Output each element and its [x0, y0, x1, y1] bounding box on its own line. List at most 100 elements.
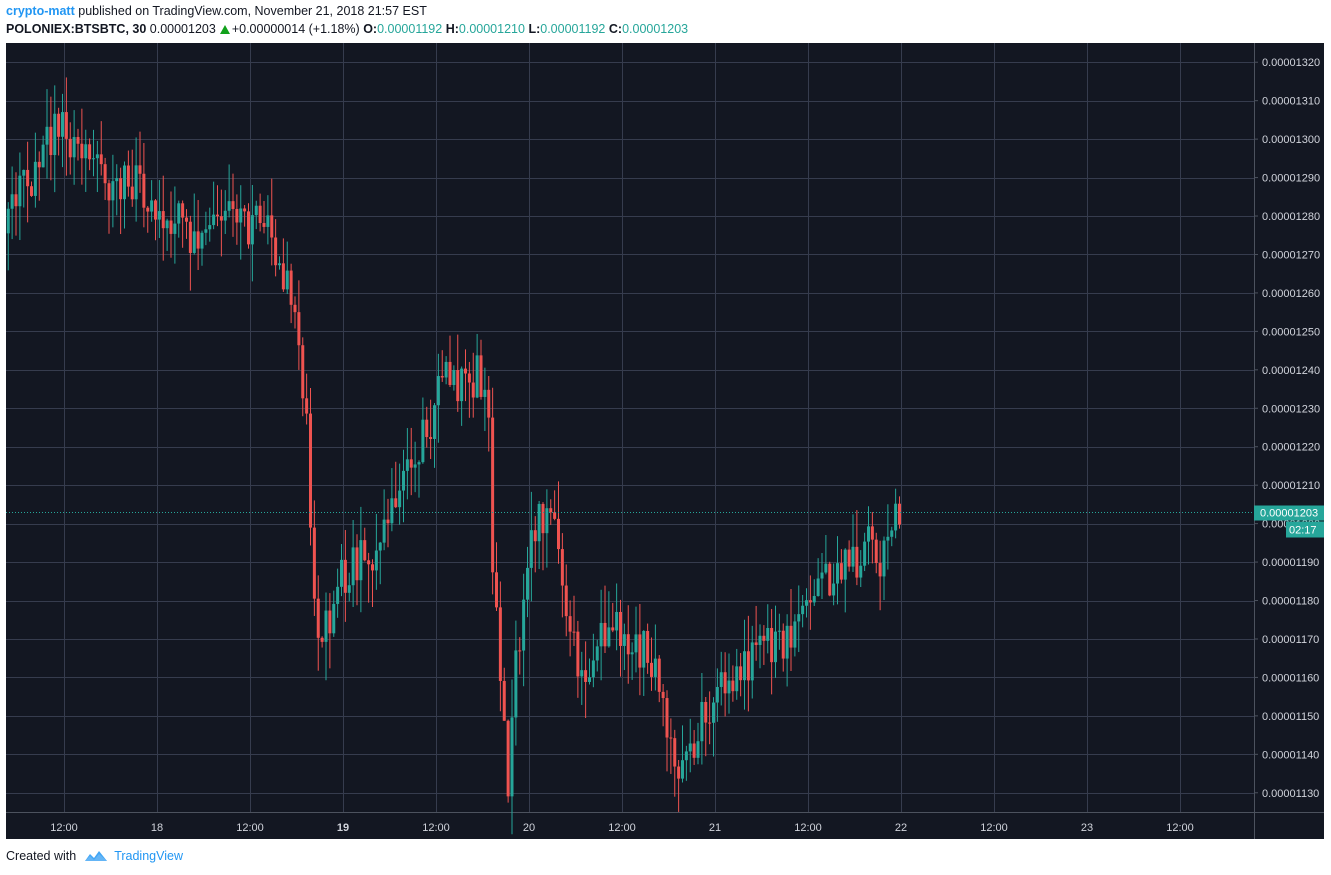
candle-body [409, 459, 413, 468]
candle [262, 200, 266, 234]
candle-body [26, 169, 30, 187]
price-tick-label: 0.00001240 [1262, 365, 1320, 377]
candle [332, 590, 336, 637]
price-tick-label: 0.00001180 [1262, 596, 1319, 608]
candle-body [64, 112, 68, 139]
close-label: C: [608, 22, 623, 36]
candle [894, 488, 898, 539]
candle [347, 572, 351, 602]
candle [421, 397, 425, 464]
candle-body [657, 658, 661, 692]
candle-body [549, 508, 553, 513]
candle-body [487, 389, 491, 418]
candle [522, 573, 526, 687]
price-change: +0.00000014 (+1.18%) [231, 22, 360, 36]
candle [84, 129, 88, 192]
candle [677, 759, 681, 812]
candle-body [312, 527, 316, 599]
candle [502, 667, 506, 721]
candle [615, 583, 619, 651]
candle [712, 697, 715, 757]
candle-body [332, 603, 336, 634]
candle [723, 652, 727, 717]
candle-body [340, 559, 343, 587]
candle-body [293, 304, 297, 313]
candle-body [464, 368, 467, 374]
candle [820, 553, 824, 599]
candle-body [506, 720, 510, 797]
candle-body [456, 370, 460, 402]
candle-body [615, 611, 619, 631]
candle [436, 353, 440, 443]
candle [343, 530, 347, 622]
candle-body [425, 419, 429, 438]
candle-body [560, 549, 564, 586]
candle-body [479, 355, 483, 397]
last-price: 0.00001203 [149, 22, 216, 36]
price-axis[interactable]: 0.00001320 0.00001310 0.00001300 0.00001290… [1254, 57, 1320, 800]
candle-body [161, 211, 165, 229]
candle [448, 335, 452, 387]
candle [731, 665, 735, 702]
candle-body [216, 214, 219, 217]
candle [870, 512, 874, 564]
time-axis[interactable]: 12:00 18 12:00 19 12:00 20 12:00 21 12:00 22 12:00… [50, 822, 1194, 834]
candle-body [413, 464, 417, 468]
candle-body [254, 205, 258, 216]
candle-body [371, 564, 374, 571]
candle-body [440, 376, 444, 378]
price-tick-label: 0.00001300 [1262, 134, 1320, 146]
candle-body [874, 539, 878, 564]
candle-body [564, 585, 568, 617]
candle-body [107, 183, 111, 201]
candle [700, 672, 704, 765]
candle [847, 540, 851, 572]
candle-body [646, 630, 650, 663]
candle [638, 604, 642, 696]
candle-body [622, 634, 626, 646]
candle-body [111, 181, 115, 201]
candle-body [467, 373, 471, 383]
candle-body [743, 651, 746, 681]
time-tick-label: 12:00 [608, 822, 636, 834]
candle [305, 373, 309, 425]
tradingview-link[interactable]: TradingView [114, 849, 183, 863]
candle [72, 110, 76, 185]
candle-body [715, 686, 719, 703]
candle-body [57, 113, 61, 137]
candle-body [723, 672, 727, 694]
candle-body [777, 630, 781, 632]
time-tick-label: 19 [337, 822, 349, 834]
candle [766, 604, 770, 654]
candle [529, 491, 533, 602]
price-tick-label: 0.00001220 [1262, 442, 1320, 454]
candle-body [320, 637, 324, 642]
candle [359, 506, 363, 613]
candle-body [700, 701, 704, 742]
candle-body [568, 616, 572, 632]
candle-body [894, 503, 898, 531]
candle [646, 623, 650, 674]
candle-body [84, 144, 88, 159]
candle [684, 745, 688, 781]
candle-body [169, 220, 173, 234]
candle-body [588, 677, 591, 682]
candle-body [471, 382, 475, 398]
candle [95, 140, 99, 193]
candle [196, 200, 200, 271]
candle [572, 595, 576, 646]
candle-body [533, 530, 537, 542]
candle-body [235, 208, 239, 223]
candle-body [134, 165, 138, 200]
author-link[interactable]: crypto-matt [6, 4, 75, 18]
price-tag-value: 0.00001203 [1260, 508, 1318, 520]
candlestick-chart[interactable]: 0.00001320 0.00001310 0.00001300 0.00001290… [6, 43, 1324, 839]
candle-body [696, 741, 700, 758]
candle [777, 613, 781, 650]
candle [746, 615, 750, 712]
candle-body [30, 186, 33, 196]
candle [130, 149, 134, 207]
created-with-text: Created with [6, 849, 77, 863]
candle-body [754, 642, 758, 645]
candle-body [45, 126, 49, 145]
